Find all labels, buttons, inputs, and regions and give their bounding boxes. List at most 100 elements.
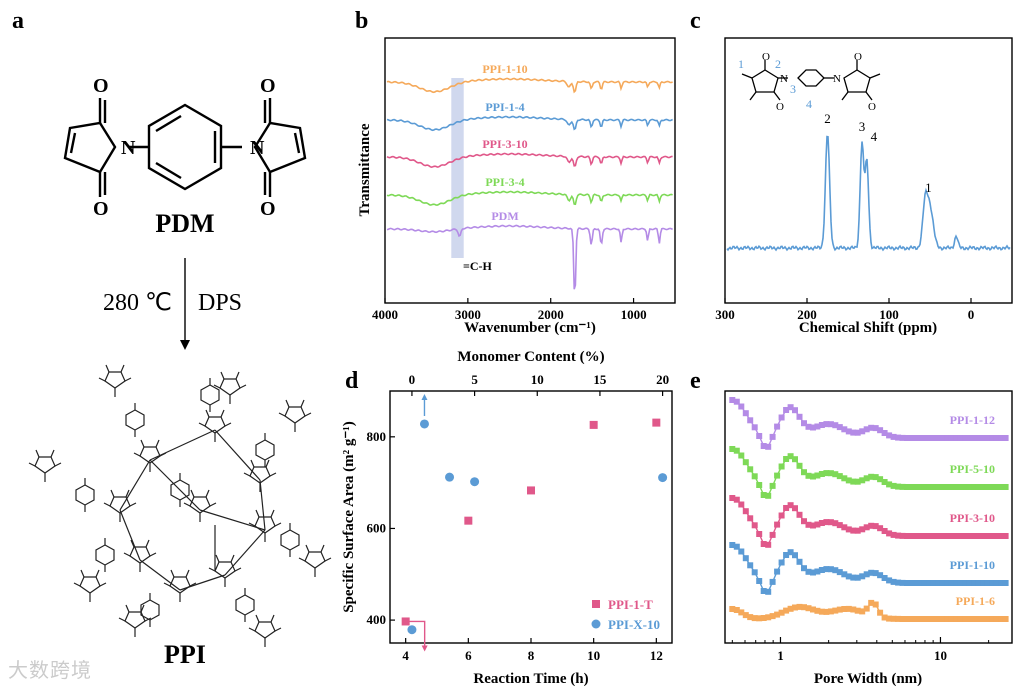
e-series-marker bbox=[930, 484, 937, 490]
e-series-marker bbox=[742, 612, 749, 619]
e-series-marker bbox=[868, 424, 875, 431]
e-series-marker bbox=[729, 397, 736, 403]
e-series-marker bbox=[778, 512, 785, 519]
e-series-marker bbox=[904, 435, 910, 441]
c-plot-frame bbox=[724, 37, 1013, 304]
c-inset-o-4: O bbox=[868, 101, 876, 113]
e-series-marker bbox=[859, 477, 866, 484]
c-atom-label-4: 4 bbox=[806, 97, 812, 111]
e-series-marker bbox=[845, 526, 852, 533]
e-series-marker bbox=[1002, 435, 1009, 441]
e-series-marker bbox=[948, 616, 955, 622]
e-series-marker bbox=[957, 580, 964, 586]
e-series-marker bbox=[854, 478, 861, 485]
e-series-marker bbox=[827, 519, 834, 526]
b-series-label: PPI-3-10 bbox=[482, 137, 527, 151]
e-series-marker bbox=[742, 508, 749, 515]
e-series-marker bbox=[733, 543, 740, 550]
e-series-marker bbox=[850, 429, 857, 436]
e-series-marker bbox=[881, 528, 888, 534]
e-series-marker bbox=[832, 422, 839, 429]
e-series-marker bbox=[904, 616, 910, 622]
e-series-marker bbox=[823, 470, 830, 477]
e-series-marker bbox=[729, 446, 736, 452]
e-series-marker bbox=[765, 443, 772, 450]
e-series-marker bbox=[845, 605, 852, 612]
e-series-marker bbox=[921, 616, 928, 622]
e-series-marker bbox=[868, 522, 875, 529]
e-series-marker bbox=[877, 476, 884, 483]
e-series-marker bbox=[747, 515, 754, 522]
e-series-marker bbox=[805, 568, 812, 575]
e-series-marker bbox=[814, 568, 821, 575]
e-series-marker bbox=[845, 428, 852, 435]
b-xtick-label: 1000 bbox=[621, 307, 647, 322]
e-series-marker bbox=[765, 492, 772, 499]
reaction-arrowhead bbox=[180, 340, 190, 350]
e-series-marker bbox=[881, 430, 888, 436]
d-xtick-label: 8 bbox=[528, 648, 535, 663]
e-plot-frame bbox=[724, 390, 1013, 644]
e-series-marker bbox=[827, 470, 834, 477]
e-series-marker bbox=[980, 484, 987, 490]
e-series-marker bbox=[913, 484, 919, 490]
panel-c-label: c bbox=[690, 8, 701, 34]
e-series-marker bbox=[832, 567, 839, 574]
e-series-marker bbox=[738, 548, 745, 555]
e-series-marker bbox=[926, 616, 933, 622]
e-series-marker bbox=[886, 530, 893, 537]
e-series-marker bbox=[787, 453, 794, 460]
e-series-marker bbox=[953, 616, 960, 622]
d-legend-label-ppi-x-10: PPI-X-10 bbox=[608, 617, 660, 632]
d-point-ppi-x-10 bbox=[407, 625, 417, 635]
e-series-marker bbox=[993, 580, 1000, 586]
d-ytick-label: 400 bbox=[367, 612, 387, 627]
c-peak-label: 2 bbox=[824, 111, 831, 126]
e-series-marker bbox=[899, 579, 906, 586]
e-series-marker bbox=[769, 578, 776, 585]
d-ytick-label: 600 bbox=[367, 520, 387, 535]
e-series-marker bbox=[980, 580, 987, 586]
b-xtick-label: 3000 bbox=[455, 307, 481, 322]
e-series-marker bbox=[836, 606, 843, 613]
e-series-marker bbox=[742, 410, 749, 417]
e-series-marker bbox=[850, 606, 857, 613]
e-series-marker bbox=[805, 472, 812, 479]
e-series-marker bbox=[805, 521, 812, 528]
e-series-marker bbox=[814, 472, 821, 479]
e-series-marker bbox=[877, 427, 884, 434]
e-series-marker bbox=[787, 502, 794, 509]
e-series-marker bbox=[774, 472, 781, 479]
c-peak-label: 1 bbox=[925, 180, 932, 195]
e-series-label: PPI-1-6 bbox=[956, 594, 995, 608]
e-series-marker bbox=[796, 413, 803, 420]
e-series-marker bbox=[890, 578, 897, 585]
b-annotation-ch: =C-H bbox=[463, 259, 493, 273]
e-series-marker bbox=[841, 571, 848, 578]
ppi-network-structure bbox=[28, 364, 332, 648]
e-series-marker bbox=[921, 435, 928, 441]
c-inset-n-2: N bbox=[833, 73, 841, 85]
e-series-marker bbox=[783, 505, 790, 511]
e-series-marker bbox=[765, 541, 772, 548]
b-series-label: PPI-3-4 bbox=[485, 175, 524, 189]
e-series-marker bbox=[787, 605, 794, 612]
e-series-marker bbox=[801, 518, 807, 525]
e-series-marker bbox=[926, 484, 933, 490]
e-series-marker bbox=[832, 520, 839, 527]
e-series-marker bbox=[854, 429, 861, 436]
e-series-marker bbox=[944, 580, 951, 586]
e-series-marker bbox=[886, 577, 893, 584]
c-inset-o-2: O bbox=[776, 101, 784, 113]
panel-a-scheme: N N O O O O PDM 280 ℃ DPS PPI bbox=[28, 75, 332, 669]
e-series-marker bbox=[971, 435, 978, 441]
e-series-marker bbox=[729, 606, 736, 612]
e-series-marker bbox=[868, 473, 875, 480]
c-inset-structure bbox=[741, 60, 881, 101]
e-series-marker bbox=[729, 495, 736, 501]
e-series-marker bbox=[841, 524, 848, 531]
e-series-marker bbox=[877, 572, 884, 579]
b-series-line bbox=[386, 224, 673, 290]
pdm-structure bbox=[63, 98, 307, 197]
e-xtick-label: 10 bbox=[934, 648, 947, 663]
